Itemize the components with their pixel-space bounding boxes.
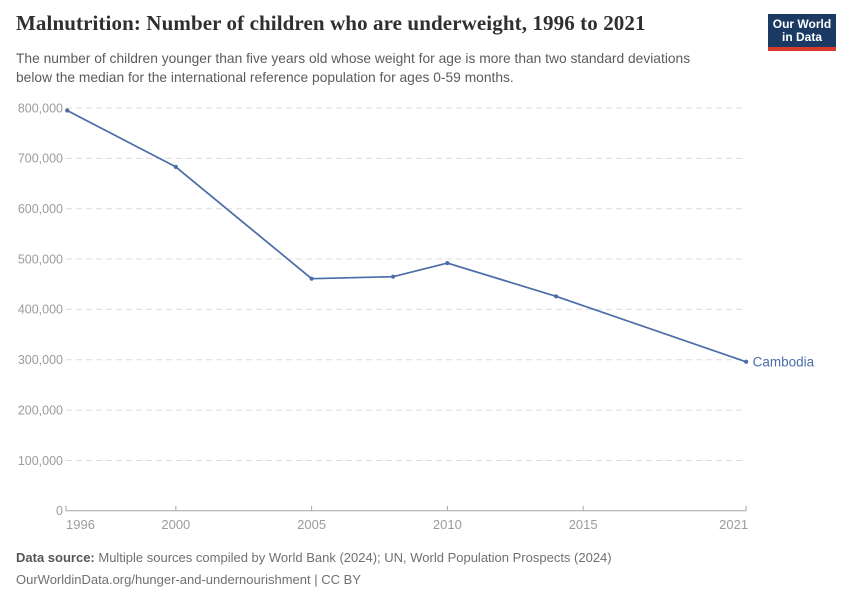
owid-logo-line2: in Data bbox=[781, 29, 822, 44]
data-point bbox=[553, 294, 559, 299]
y-tick-label: 200,000 bbox=[18, 403, 63, 417]
data-point bbox=[173, 164, 178, 170]
owid-logo-box: Our World in Data bbox=[768, 14, 836, 47]
data-source-text: Multiple sources compiled by World Bank … bbox=[94, 550, 612, 565]
chart-subtitle: The number of children younger than five… bbox=[16, 49, 690, 87]
y-tick-label: 400,000 bbox=[18, 303, 63, 317]
y-tick-label: 300,000 bbox=[18, 353, 63, 367]
x-tick-label: 2010 bbox=[433, 517, 462, 532]
y-tick-label: 600,000 bbox=[18, 202, 63, 216]
chart-subtitle-line2: below the median for the international r… bbox=[16, 70, 514, 85]
x-tick-label: 2021 bbox=[719, 517, 748, 532]
y-tick-label: 100,000 bbox=[18, 454, 63, 468]
y-tick-label: 500,000 bbox=[18, 252, 63, 266]
x-tick-label: 2000 bbox=[161, 517, 190, 532]
y-tick-label: 800,000 bbox=[18, 101, 63, 115]
chart-subtitle-line1: The number of children younger than five… bbox=[16, 51, 691, 66]
entity-label: Cambodia bbox=[753, 354, 815, 369]
data-point bbox=[744, 359, 749, 364]
x-tick-label: 2005 bbox=[297, 517, 326, 532]
y-tick-label: 0 bbox=[56, 504, 63, 518]
line-chart: 0 100,000 200,000 300,000 400,000 500,000 600,… bbox=[18, 101, 815, 532]
license-link[interactable]: OurWorldinData.org/hunger-and-undernouri… bbox=[16, 571, 361, 587]
x-tick-label: 2015 bbox=[569, 517, 598, 532]
chart-title: Malnutrition: Number of children who are… bbox=[16, 11, 646, 35]
x-tick-label: 1996 bbox=[66, 517, 95, 532]
data-point bbox=[445, 260, 450, 266]
owid-logo[interactable]: Our World in Data bbox=[768, 14, 836, 51]
data-point bbox=[65, 108, 70, 113]
data-point bbox=[390, 274, 396, 279]
x-axis-line bbox=[65, 505, 747, 512]
owid-logo-line1: Our World bbox=[772, 16, 832, 31]
owid-logo-stripe bbox=[768, 47, 836, 51]
chart-line bbox=[66, 109, 747, 363]
data-source-line: Data source: Multiple sources compiled b… bbox=[16, 550, 612, 565]
y-tick-label: 700,000 bbox=[18, 152, 63, 166]
data-point bbox=[309, 276, 314, 281]
chart-footer: Data source: Multiple sources compiled b… bbox=[16, 547, 612, 590]
data-source-label: Data source: bbox=[16, 550, 95, 565]
